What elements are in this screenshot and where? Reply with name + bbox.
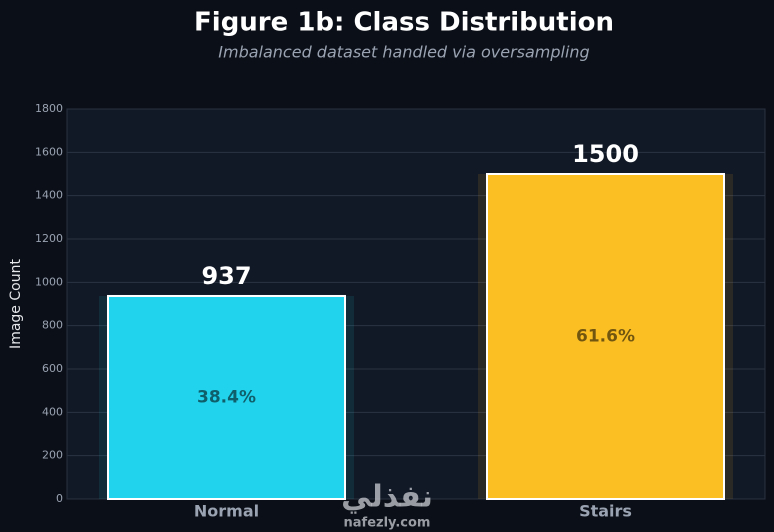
y-tick-label: 600 — [42, 362, 63, 375]
y-tick-label: 1800 — [35, 102, 63, 115]
chart-subtitle: Imbalanced dataset handled via oversampl… — [218, 43, 589, 62]
bar — [107, 294, 346, 500]
y-tick-label: 1000 — [35, 275, 63, 288]
bar — [486, 173, 725, 500]
y-tick-label: 200 — [42, 449, 63, 462]
value-label: 1500 — [572, 140, 639, 168]
y-axis-label: Image Count — [8, 259, 24, 349]
y-tick-label: 1400 — [35, 189, 63, 202]
y-tick-label: 800 — [42, 319, 63, 332]
y-tick-label: 1600 — [35, 145, 63, 158]
watermark-logo: نفذلي — [341, 480, 433, 515]
y-tick-label: 0 — [56, 492, 63, 505]
watermark-url: nafezly.com — [344, 516, 431, 531]
x-tick-label: Normal — [194, 502, 259, 521]
y-tick-label: 1200 — [35, 232, 63, 245]
chart-title: Figure 1b: Class Distribution — [194, 8, 614, 38]
x-tick-label: Stairs — [579, 502, 632, 521]
percentage-label: 38.4% — [197, 387, 256, 407]
value-label: 937 — [201, 262, 251, 290]
y-tick-label: 400 — [42, 405, 63, 418]
percentage-label: 61.6% — [576, 327, 635, 347]
